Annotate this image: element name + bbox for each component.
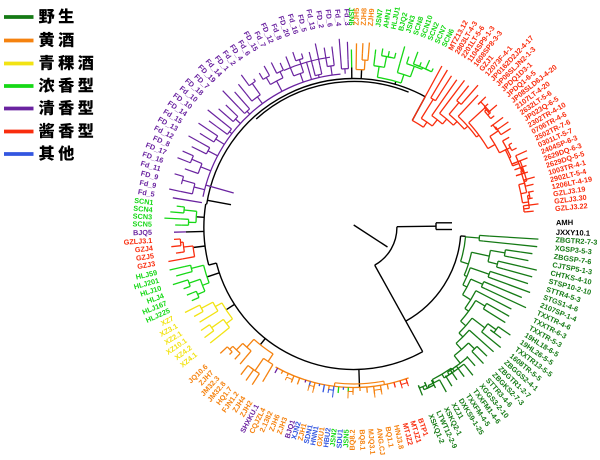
svg-text:AMH: AMH xyxy=(556,218,573,227)
svg-text:BQ8.1: BQ8.1 xyxy=(358,429,368,450)
svg-text:GZLJ3.1: GZLJ3.1 xyxy=(123,236,152,247)
svg-text:Fd_4: Fd_4 xyxy=(333,9,343,27)
svg-text:BJQ5: BJQ5 xyxy=(133,228,152,237)
